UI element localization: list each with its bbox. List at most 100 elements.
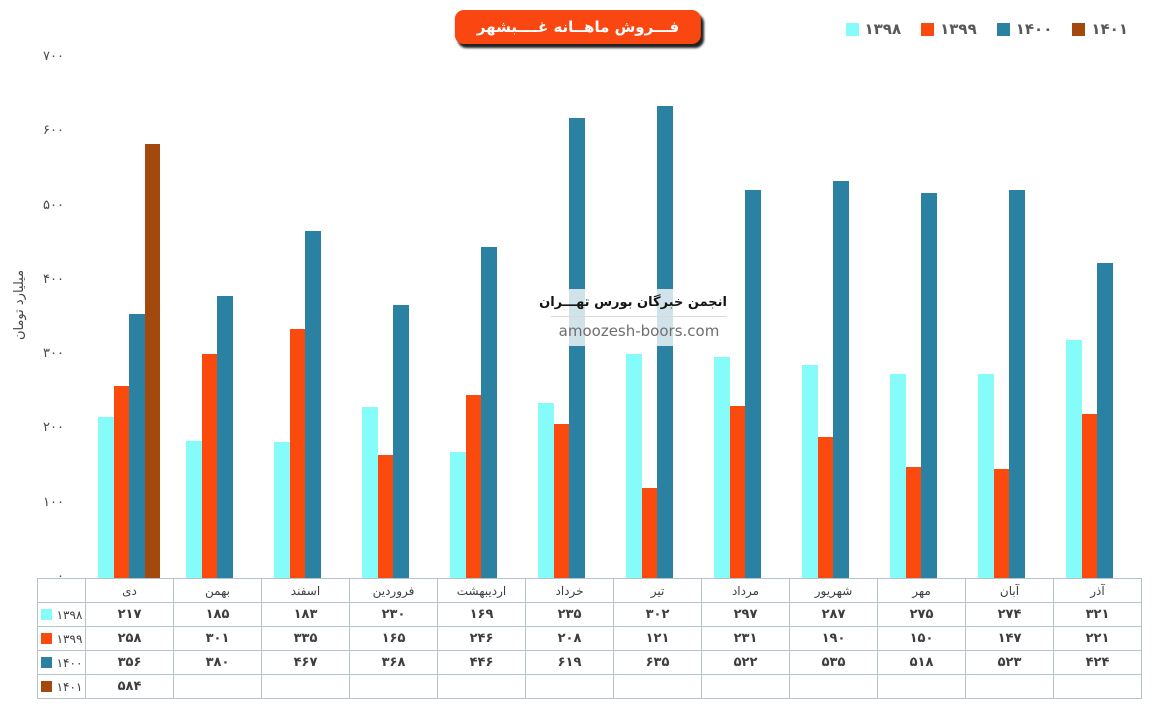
month-header-m3: اسفند (261, 578, 350, 603)
value-cell-1401-m10 (877, 674, 966, 699)
year-label-1398: ۱۳۹۸ (56, 607, 83, 622)
bar-1398-m8 (714, 357, 730, 578)
year-header-1401: ۱۴۰۱ (37, 674, 86, 699)
year-header-1398: ۱۳۹۸ (37, 602, 86, 627)
value-cell-1398-m12: ۳۲۱ (1053, 602, 1142, 627)
table-row-1398: ۱۳۹۸ ۲۱۷ ۱۸۵ ۱۸۳ ۲۳۰ ۱۶۹ ۲۳۵ ۳۰۲ ۲۹۷ ۲۸۷ ۲۷۵ ۲۷۴ ۳۲۱ (37, 602, 1142, 627)
bar-1399-m3 (289, 329, 305, 578)
chart-title: فـــروش ماهــانه غــــبشهر (454, 10, 702, 44)
value-cell-1399-m7: ۱۲۱ (613, 626, 702, 651)
month-header-m5: اردیبهشت (437, 578, 526, 603)
value-cell-1400-m12: ۴۲۴ (1053, 650, 1142, 675)
value-cell-1401-m5 (437, 674, 526, 699)
value-cell-1398-m6: ۲۳۵ (525, 602, 614, 627)
bar-1399-m5 (465, 395, 481, 578)
value-cell-1400-m2: ۳۸۰ (173, 650, 262, 675)
bar-1400-m9 (833, 180, 849, 578)
legend-swatch-1400 (996, 22, 1010, 36)
legend-item-1400: ۱۴۰۰ (996, 20, 1052, 38)
table-row-1401: ۱۴۰۱ ۵۸۴ (37, 674, 1142, 699)
data-table: دی بهمن اسفند فروردین اردیبهشت خرداد تیر مرداد ش… (37, 578, 1142, 699)
value-cell-1399-m12: ۲۲۱ (1053, 626, 1142, 651)
month-header-m4: فروردین (349, 578, 438, 603)
value-cell-1401-m1: ۵۸۴ (85, 674, 174, 699)
table-swatch-1398 (40, 609, 52, 620)
bar-1398-m3 (274, 442, 290, 578)
value-cell-1398-m7: ۳۰۲ (613, 602, 702, 627)
value-cell-1400-m7: ۶۳۵ (613, 650, 702, 675)
year-label-1401: ۱۴۰۱ (56, 679, 83, 694)
bar-1398-m1 (98, 416, 114, 578)
value-cell-1398-m5: ۱۶۹ (437, 602, 526, 627)
year-header-1400: ۱۴۰۰ (37, 650, 86, 675)
value-cell-1401-m6 (525, 674, 614, 699)
value-cell-1398-m9: ۲۸۷ (789, 602, 878, 627)
value-cell-1400-m1: ۳۵۶ (85, 650, 174, 675)
month-header-m6: خرداد (525, 578, 614, 603)
value-cell-1398-m3: ۱۸۳ (261, 602, 350, 627)
legend-swatch-1398 (845, 22, 859, 36)
value-cell-1401-m7 (613, 674, 702, 699)
legend-item-1398: ۱۳۹۸ (845, 20, 902, 38)
bar-1398-m4 (362, 407, 378, 578)
y-axis: میلیارد تومان ۰ ۱۰۰ ۲۰۰ ۳۰۰ ۴۰۰ ۵۰۰ ۶۰۰ ۷۰۰ (0, 0, 80, 600)
bar-1400-m5 (481, 246, 497, 578)
month-header-m11: آبان (965, 578, 1054, 603)
bar-1398-m6 (538, 403, 554, 578)
bar-plot (85, 0, 1141, 578)
value-cell-1398-m1: ۲۱۷ (85, 602, 174, 627)
value-cell-1399-m1: ۲۵۸ (85, 626, 174, 651)
value-cell-1401-m11 (965, 674, 1054, 699)
table-header-row: دی بهمن اسفند فروردین اردیبهشت خرداد تیر مرداد ش… (37, 578, 1142, 603)
value-cell-1399-m5: ۲۴۶ (437, 626, 526, 651)
bar-1399-m7 (641, 488, 657, 578)
year-label-1400: ۱۴۰۰ (56, 655, 83, 670)
bar-1401-m1 (144, 144, 160, 578)
bar-1399-m10 (905, 466, 921, 578)
y-axis-title: میلیارد تومان (12, 269, 27, 341)
month-header-m2: بهمن (173, 578, 262, 603)
value-cell-1400-m11: ۵۲۳ (965, 650, 1054, 675)
bar-1398-m12 (1066, 339, 1082, 578)
data-table-wrap: دی بهمن اسفند فروردین اردیبهشت خرداد تیر مرداد ش… (37, 578, 1142, 699)
legend-item-1399: ۱۳۹۹ (921, 20, 977, 38)
bar-1399-m1 (113, 386, 129, 578)
value-cell-1401-m12 (1053, 674, 1142, 699)
value-cell-1401-m2 (173, 674, 262, 699)
value-cell-1399-m4: ۱۶۵ (349, 626, 438, 651)
legend-swatch-1401 (1072, 22, 1086, 36)
bar-1400-m8 (745, 190, 761, 578)
legend-label-1398: ۱۳۹۸ (864, 20, 902, 38)
y-tick-0: ۰ (57, 569, 64, 584)
year-header-1399: ۱۳۹۹ (37, 626, 86, 651)
value-cell-1400-m6: ۶۱۹ (525, 650, 614, 675)
bar-1400-m12 (1097, 263, 1113, 578)
value-cell-1400-m3: ۴۶۷ (261, 650, 350, 675)
bar-1400-m11 (1009, 189, 1025, 578)
table-swatch-1400 (40, 657, 52, 668)
table-swatch-1401 (40, 681, 52, 692)
month-header-m12: آذر (1053, 578, 1142, 603)
value-cell-1398-m10: ۲۷۵ (877, 602, 966, 627)
value-cell-1399-m11: ۱۴۷ (965, 626, 1054, 651)
month-header-m9: شهریور (789, 578, 878, 603)
bar-1399-m11 (993, 468, 1009, 578)
month-header-m10: مهر (877, 578, 966, 603)
value-cell-1401-m4 (349, 674, 438, 699)
y-tick-200: ۲۰۰ (43, 420, 64, 436)
watermark: انجمن خبرگان بورس تهـــران amoozesh-boor… (539, 289, 733, 346)
value-cell-1399-m6: ۲۰۸ (525, 626, 614, 651)
table-row-1400: ۱۴۰۰ ۳۵۶ ۳۸۰ ۴۶۷ ۳۶۸ ۴۴۶ ۶۱۹ ۶۳۵ ۵۲۲ ۵۳۵ ۵۱۸ ۵۲۳ ۴۲۴ (37, 650, 1142, 675)
bar-1400-m1 (129, 313, 145, 578)
legend-item-1401: ۱۴۰۱ (1072, 20, 1128, 38)
value-cell-1398-m2: ۱۸۵ (173, 602, 262, 627)
table-corner-cell (37, 578, 86, 603)
bar-1398-m10 (890, 373, 906, 578)
y-tick-500: ۵۰۰ (43, 197, 64, 213)
value-cell-1398-m4: ۲۳۰ (349, 602, 438, 627)
table-swatch-1399 (40, 633, 52, 644)
y-tick-700: ۷۰۰ (43, 49, 64, 64)
value-cell-1400-m8: ۵۲۲ (701, 650, 790, 675)
legend: ۱۳۹۸ ۱۳۹۹ ۱۴۰۰ ۱۴۰۱ (845, 20, 1128, 38)
bar-1399-m12 (1081, 413, 1097, 578)
